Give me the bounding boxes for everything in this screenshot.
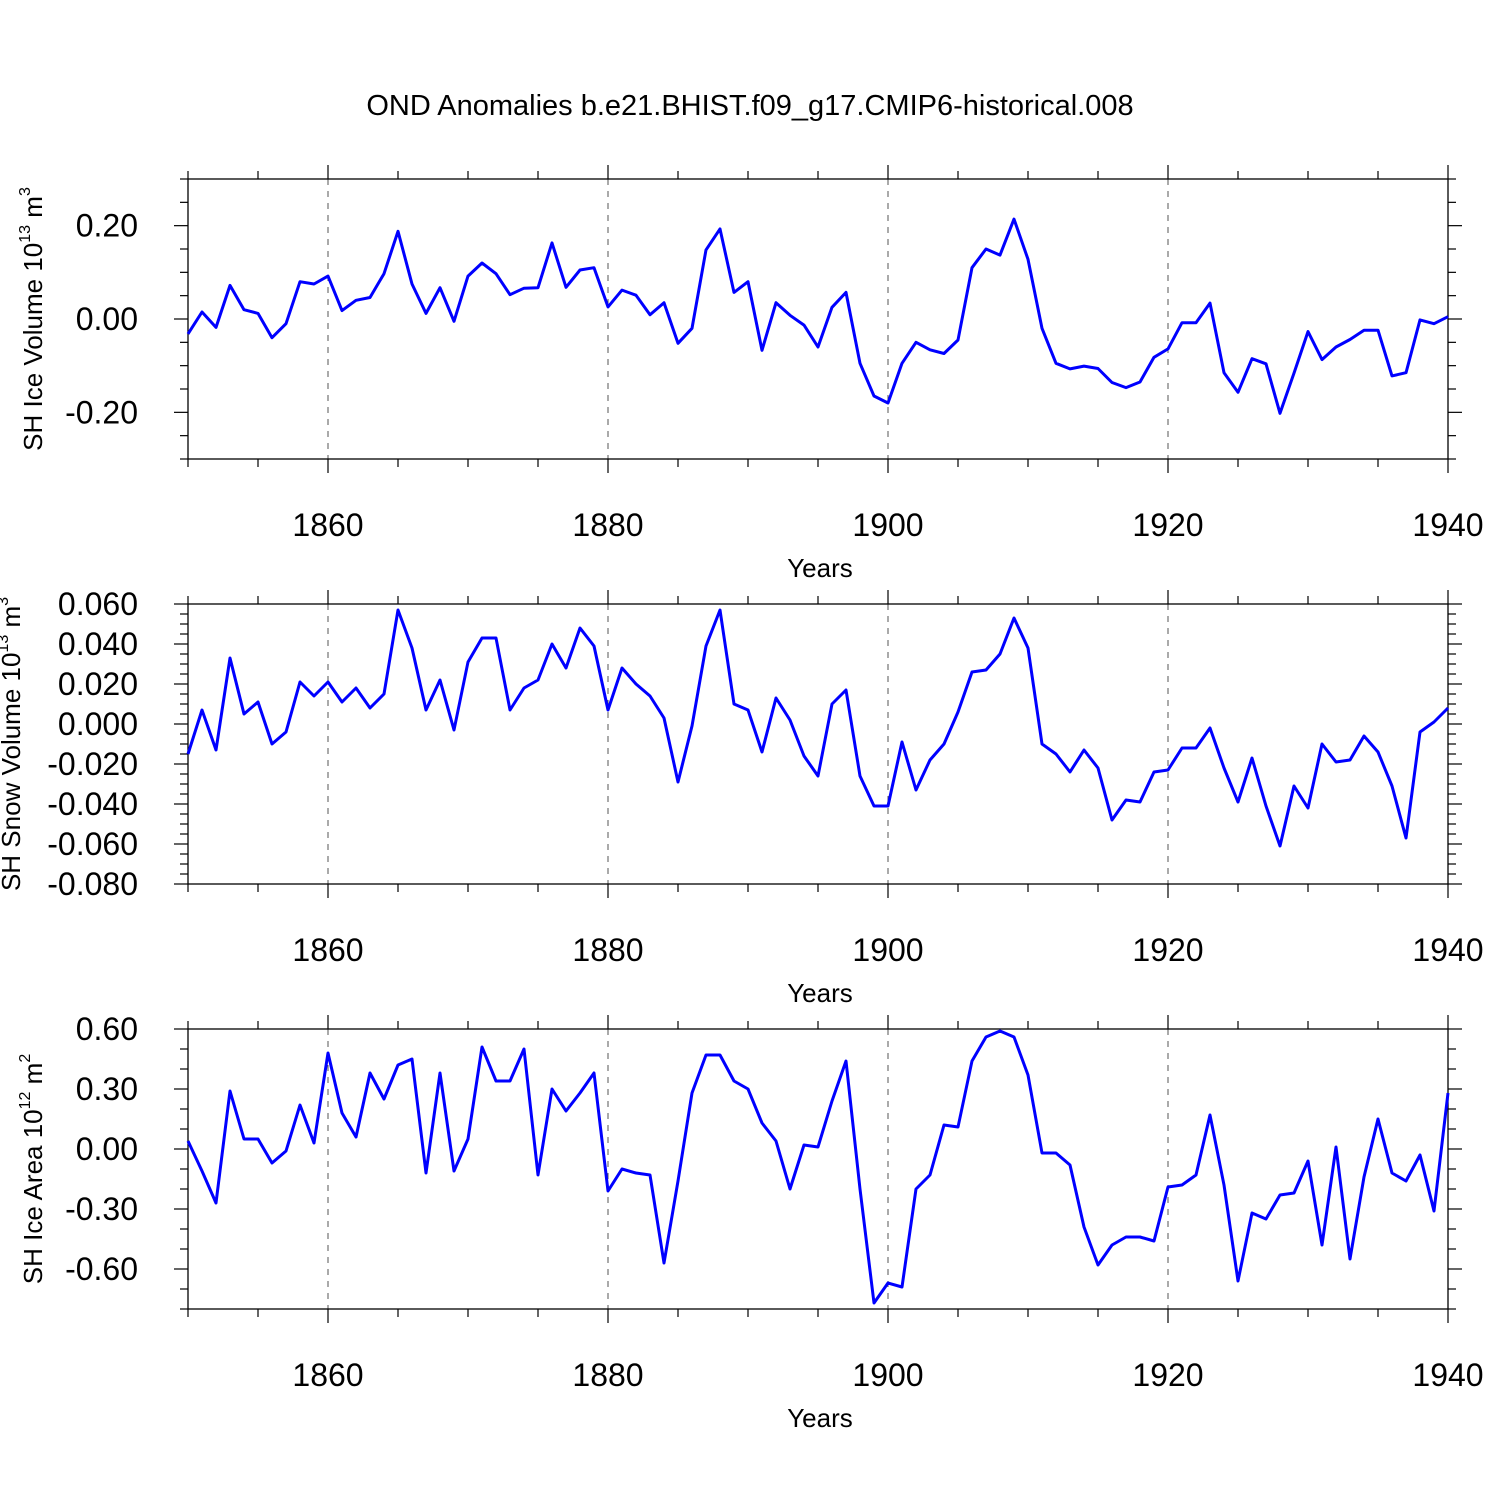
- y-axis-label: SH Ice Area 1012 m2: [17, 1054, 48, 1285]
- x-axis-label: Years: [787, 553, 853, 583]
- y-tick-label: 0.00: [76, 1131, 138, 1167]
- x-axis-label: Years: [787, 1403, 853, 1433]
- y-tick-label: 0.60: [76, 1011, 138, 1047]
- chart-panel-1: -0.20 0.00 0.20 1860 1880 1900 1920 1940 Years SH…: [17, 165, 1484, 583]
- y-axis-label: SH Ice Volume 1013 m3: [17, 187, 48, 451]
- chart-title: OND Anomalies b.e21.BHIST.f09_g17.CMIP6-…: [366, 90, 1133, 122]
- x-tick-label: 1880: [572, 1357, 643, 1393]
- x-tick-label: 1940: [1412, 507, 1483, 543]
- y-tick-label: -0.60: [65, 1251, 138, 1287]
- data-series-line: [186, 217, 1449, 415]
- y-tick-label: 0.20: [76, 208, 138, 244]
- y-tick-label: 0.000: [58, 706, 138, 742]
- x-tick-label: 1880: [572, 932, 643, 968]
- y-tick-label: 0.30: [76, 1071, 138, 1107]
- y-tick-label: -0.060: [47, 826, 138, 862]
- y-tick-label: -0.30: [65, 1191, 138, 1227]
- x-tick-label: 1900: [852, 932, 923, 968]
- x-tick-label: 1920: [1132, 507, 1203, 543]
- data-series-line: [186, 1029, 1450, 1305]
- x-tick-label: 1920: [1132, 932, 1203, 968]
- x-tick-label: 1860: [292, 1357, 363, 1393]
- plot-frame: [187, 603, 1449, 885]
- plot-frame: [187, 178, 1449, 460]
- plot-frame: [187, 1028, 1449, 1310]
- x-tick-label: 1860: [292, 507, 363, 543]
- y-tick-label: 0.020: [58, 666, 138, 702]
- panels: -0.20 0.00 0.20 1860 1880 1900 1920 1940 Years SH…: [0, 165, 1484, 1433]
- chart-panel-3: -0.60 -0.30 0.00 0.30 0.60 1860 1880 1900 1920 19…: [17, 1011, 1484, 1433]
- chart-panel-2: -0.080 -0.060 -0.040 -0.020 0.000 0.020 0.040 0…: [0, 586, 1484, 1008]
- y-tick-label: 0.060: [58, 586, 138, 622]
- x-tick-label: 1880: [572, 507, 643, 543]
- y-tick-label: -0.080: [47, 866, 138, 902]
- data-series-line: [186, 608, 1450, 848]
- x-tick-label: 1900: [852, 507, 923, 543]
- y-tick-label: -0.20: [65, 394, 138, 430]
- y-tick-label: 0.040: [58, 626, 138, 662]
- y-tick-label: -0.020: [47, 746, 138, 782]
- x-tick-label: 1920: [1132, 1357, 1203, 1393]
- x-tick-label: 1900: [852, 1357, 923, 1393]
- x-axis-label: Years: [787, 978, 853, 1008]
- x-tick-label: 1940: [1412, 932, 1483, 968]
- y-tick-label: 0.00: [76, 301, 138, 337]
- y-axis-label: SH Snow Volume 1013 m3: [0, 597, 26, 891]
- x-tick-label: 1940: [1412, 1357, 1483, 1393]
- y-tick-label: -0.040: [47, 786, 138, 822]
- x-tick-label: 1860: [292, 932, 363, 968]
